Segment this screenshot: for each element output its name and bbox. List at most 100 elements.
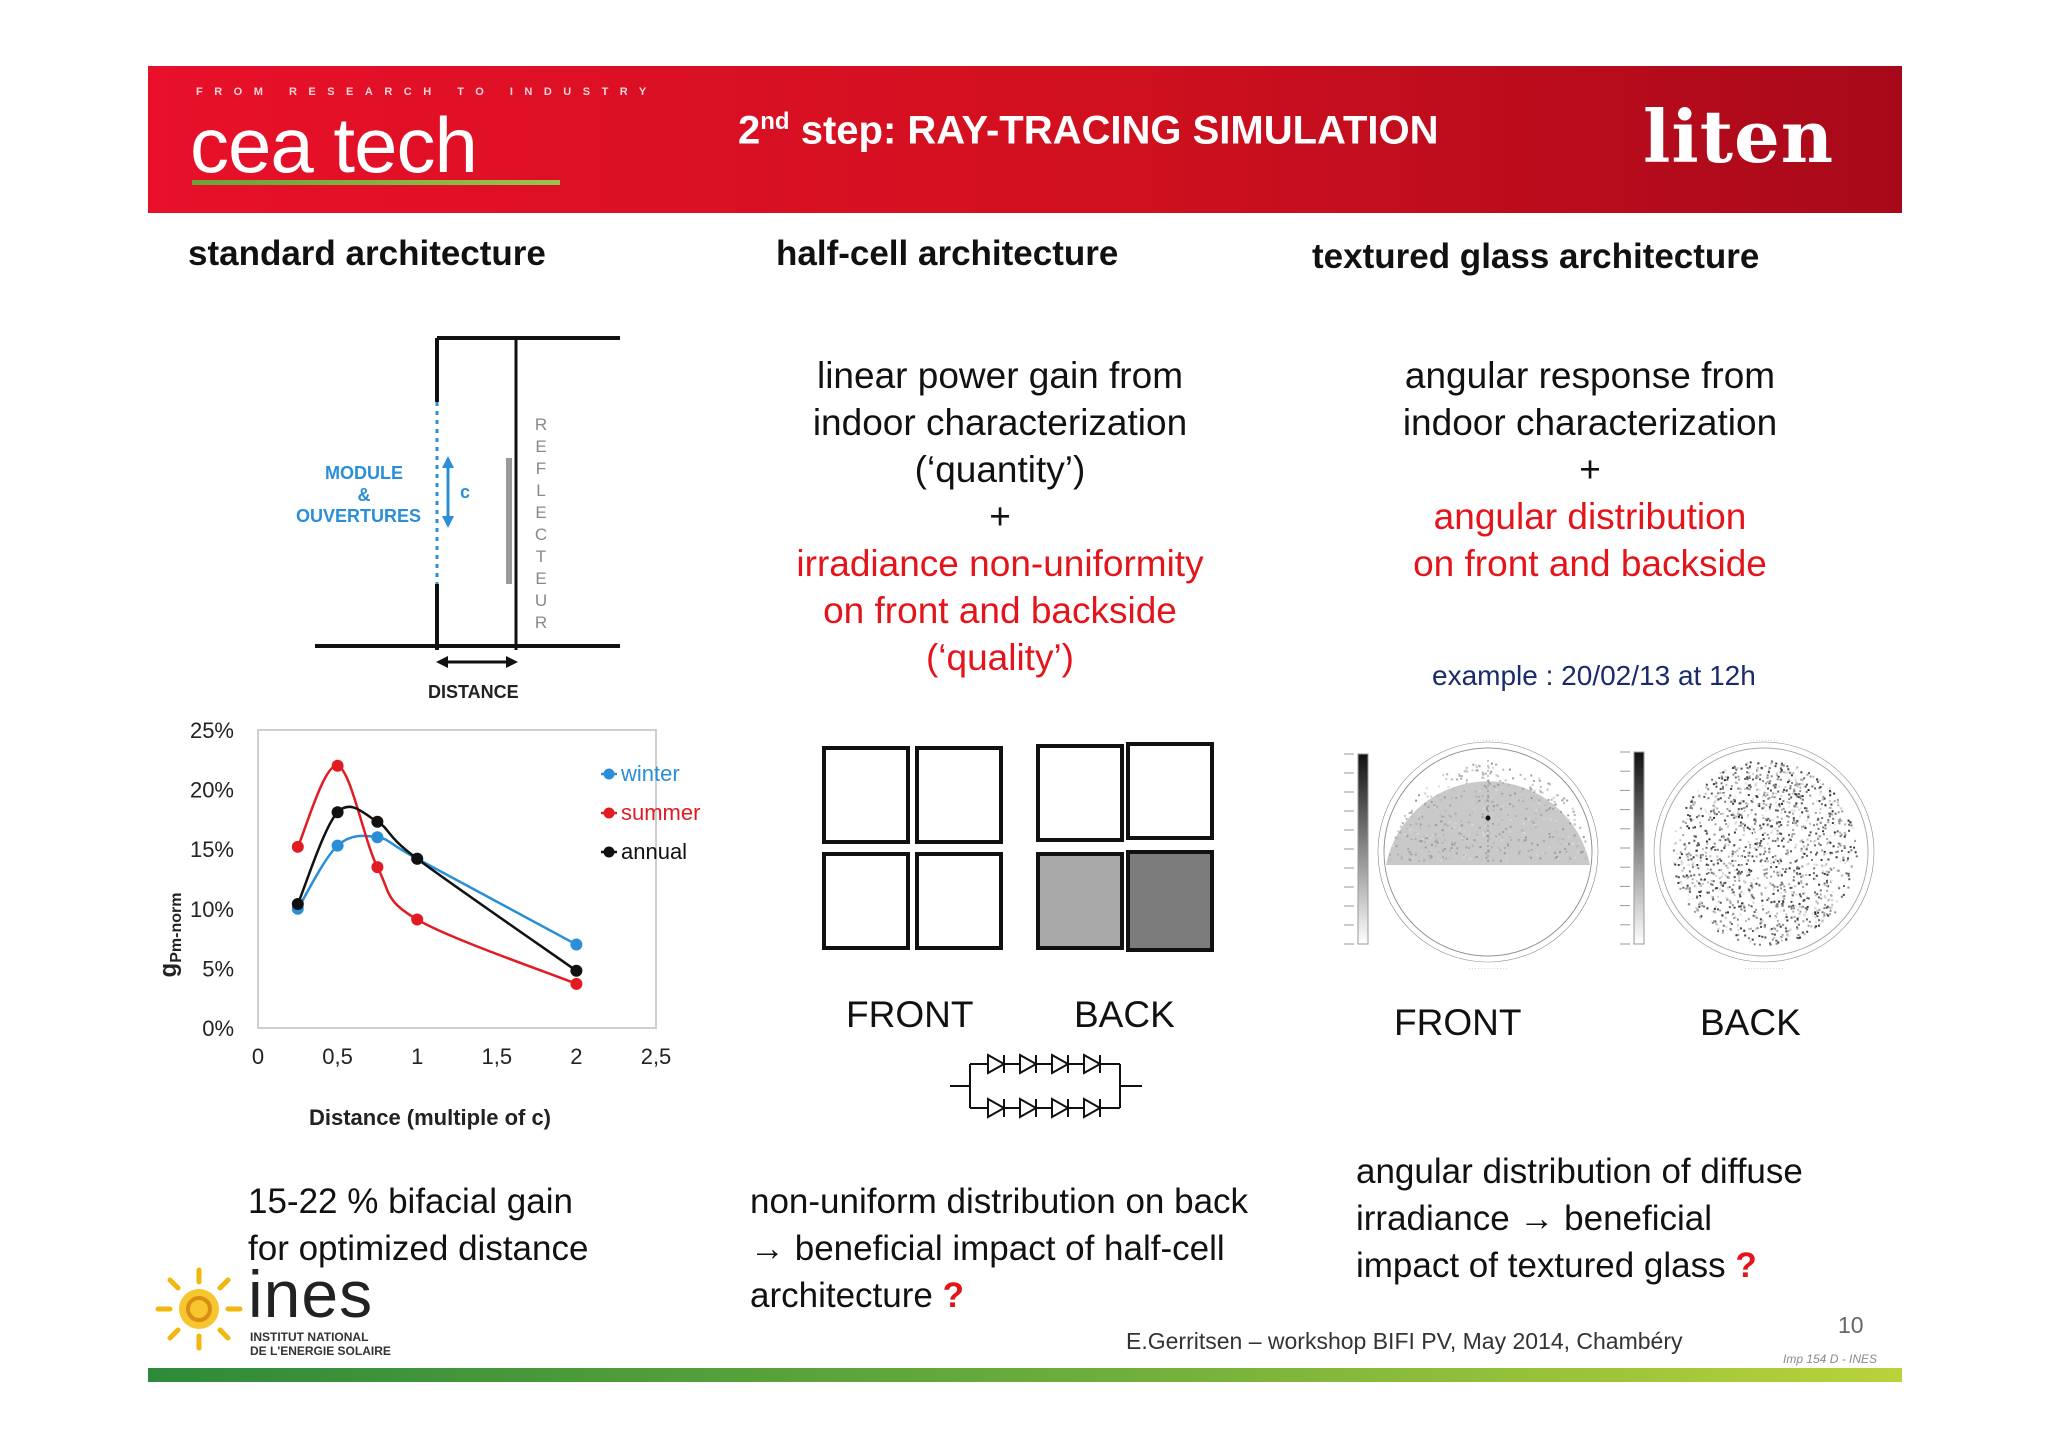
front-polar-plot: · · · · · · · · · · · · · · · · · · · · … — [1344, 738, 1599, 970]
distance-label: DISTANCE — [428, 682, 519, 702]
textured-back-label: BACK — [1700, 1002, 1801, 1043]
legend-swatch-dot — [603, 846, 615, 858]
textured-red-2: on front and backside — [1413, 543, 1767, 584]
chart-y-tick: 5% — [202, 956, 234, 981]
chart-y-tick: 0% — [202, 1016, 234, 1041]
chart-y-label-main: g — [155, 963, 182, 978]
chart-point-summer — [411, 913, 424, 926]
textured-conclusion: angular distribution of diffuse irradian… — [1356, 1148, 1803, 1289]
sun-icon — [155, 1267, 243, 1351]
cea-logo-underline — [192, 180, 560, 185]
chart-series-group — [291, 759, 583, 990]
back-cell-4 — [1126, 850, 1214, 952]
chart-legend: winter summer annual — [601, 761, 700, 864]
back-polar-plot: · · · · · · · · · · · · · · · · · · · · … — [1620, 738, 1875, 970]
module-label-line2: & — [357, 485, 371, 505]
chart-y-label-sub: Pm-norm — [168, 893, 185, 963]
front-cell-1 — [822, 746, 910, 844]
reflector-letter: U — [534, 591, 548, 610]
chart-point-annual — [411, 852, 424, 865]
svg-text:· · · · · · · · · · · · ·: · · · · · · · · · · · · · — [1745, 966, 1784, 970]
ines-subtitle-2: DE L'ENERGIE SOLAIRE — [250, 1344, 391, 1358]
diode-circuit-icon — [950, 1053, 1142, 1119]
chart-x-tick: 2,5 — [641, 1044, 672, 1069]
half-cell-line-1: linear power gain from — [816, 355, 1184, 396]
half-cell-conclusion-line2: → beneficial impact of half-cell — [750, 1229, 1225, 1268]
heading-textured: textured glass architecture — [1312, 237, 1760, 276]
textured-conclusion-text3: impact of textured glass — [1356, 1246, 1736, 1285]
example-caption: example : 20/02/13 at 12h — [1432, 660, 1756, 691]
half-cell-conclusion-text3: architecture — [750, 1276, 943, 1315]
chart-y-tick: 10% — [190, 897, 234, 922]
tagline: FROM RESEARCH TO INDUSTRY — [196, 86, 658, 98]
reflector-letter: T — [535, 547, 547, 566]
ines-wordmark: ines — [248, 1257, 374, 1331]
reflector-letter: R — [534, 415, 548, 434]
back-cell-1 — [1036, 744, 1124, 842]
half-cell-grids — [820, 740, 1220, 960]
chart-point-winter — [371, 831, 384, 844]
reflector-letter: C — [534, 525, 548, 544]
footer-code: Imp 154 D - INES — [1783, 1352, 1878, 1366]
standard-architecture-diagram — [315, 336, 620, 668]
legend-swatch-dot — [603, 768, 615, 780]
textured-line-1: angular response from — [1404, 355, 1776, 396]
half-cell-red-1: irradiance non-uniformity — [796, 543, 1204, 584]
title-rest: step: RAY-TRACING SIMULATION — [789, 108, 1439, 153]
back-cell-3 — [1036, 852, 1124, 950]
chart-point-annual — [291, 898, 304, 911]
textured-description: angular response from indoor characteriz… — [1340, 352, 1840, 587]
chart-x-tick: 0,5 — [322, 1044, 353, 1069]
legend-label-winter: winter — [620, 761, 680, 786]
reflector-letter: F — [535, 459, 547, 478]
textured-conclusion-line1: angular distribution of diffuse — [1356, 1152, 1803, 1191]
half-cell-line-2: indoor characterization — [812, 402, 1188, 443]
title-sup: nd — [760, 108, 790, 135]
bifacial-gain-chart: 0% 5% 10% 15% 20% 25% 0 0,5 1 1,5 2 2,5 Distance (m… — [155, 718, 700, 1130]
half-cell-conclusion: non-uniform distribution on back → benef… — [750, 1178, 1248, 1319]
chart-point-winter — [570, 938, 583, 951]
heading-half-cell: half-cell architecture — [776, 234, 1119, 273]
back-cell-2 — [1126, 742, 1214, 840]
half-cell-line-4: + — [989, 496, 1011, 537]
textured-line-2: indoor characterization — [1402, 402, 1778, 443]
textured-red-1: angular distribution — [1433, 496, 1747, 537]
chart-point-summer — [371, 861, 384, 874]
reflector-letter: E — [535, 569, 547, 588]
liten-logo: liten — [1643, 94, 1835, 179]
standard-conclusion-line1: 15-22 % bifacial gain — [248, 1182, 573, 1221]
chart-y-tick: 25% — [190, 718, 234, 743]
front-cell-4 — [915, 852, 1003, 950]
legend-label-summer: summer — [621, 800, 700, 825]
half-cell-conclusion-line3: architecture ? — [750, 1272, 1248, 1319]
legend-swatch-dot — [603, 807, 615, 819]
chart-point-summer — [331, 759, 344, 772]
chart-point-summer — [570, 977, 583, 990]
reflector-letter: L — [536, 481, 546, 500]
footer-bar — [148, 1368, 1902, 1382]
half-cell-conclusion-line1: non-uniform distribution on back — [750, 1182, 1249, 1221]
ines-subtitle-1: INSTITUT NATIONAL — [250, 1330, 369, 1344]
chart-y-tick: 15% — [190, 837, 234, 862]
textured-conclusion-line3: impact of textured glass ? — [1356, 1242, 1803, 1289]
module-label: MODULE & — [312, 462, 416, 506]
half-cell-red-3: (‘quality’) — [925, 637, 1075, 678]
chart-tick-group: 0% 5% 10% 15% 20% 25% 0 0,5 1 1,5 2 2,5 — [190, 718, 671, 1069]
svg-text:· · · · · · · · · ·: · · · · · · · · · · — [1749, 738, 1778, 744]
chart-x-tick: 1 — [411, 1044, 423, 1069]
chart-point-annual — [331, 806, 344, 819]
module-label-line1: MODULE — [325, 463, 403, 483]
svg-text:· · · · · · · · · ·: · · · · · · · · · · — [1473, 738, 1502, 744]
chart-x-tick: 0 — [252, 1044, 264, 1069]
title-prefix: 2 — [738, 108, 761, 153]
textured-line-3: + — [1579, 449, 1601, 490]
half-cell-line-3: (‘quantity’) — [914, 449, 1086, 490]
chart-y-tick: 20% — [190, 778, 234, 803]
reflector-letter: E — [535, 503, 547, 522]
cea-tech-logo: cea tech — [190, 101, 478, 189]
heading-standard: standard architecture — [188, 234, 546, 273]
legend-label-annual: annual — [621, 839, 687, 864]
chart-x-tick: 1,5 — [482, 1044, 513, 1069]
c-label: c — [460, 482, 471, 502]
